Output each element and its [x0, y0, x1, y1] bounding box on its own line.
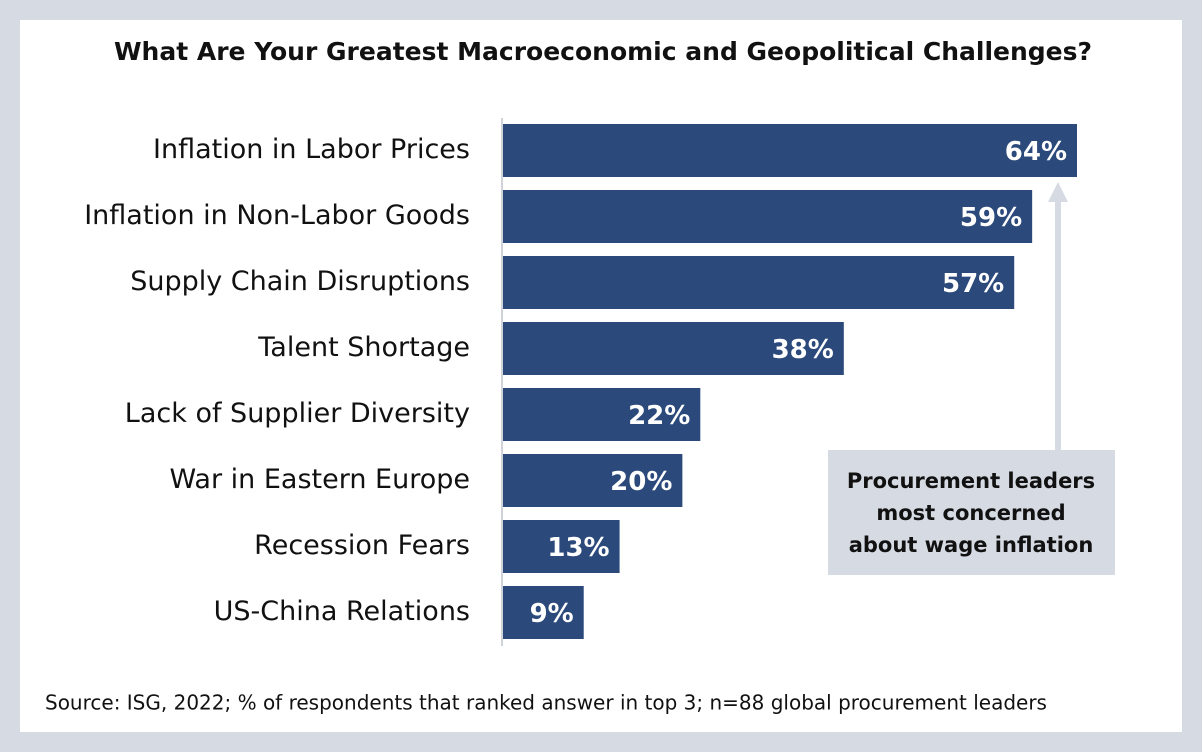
bar — [503, 454, 683, 507]
value-label: 13% — [547, 533, 609, 563]
bar — [503, 256, 1015, 309]
source-note: Source: ISG, 2022; % of respondents that… — [45, 691, 1047, 715]
category-label: US-China Relations — [214, 596, 470, 627]
category-label: Supply Chain Disruptions — [130, 266, 470, 297]
value-label: 57% — [942, 269, 1004, 299]
value-label: 38% — [772, 335, 834, 365]
category-label: Inflation in Labor Prices — [153, 134, 470, 165]
category-label: Lack of Supplier Diversity — [125, 398, 470, 429]
bar — [503, 520, 620, 573]
category-label: Inflation in Non-Labor Goods — [84, 200, 470, 231]
arrow-head — [1048, 182, 1068, 202]
value-label: 9% — [530, 599, 574, 629]
value-label: 59% — [960, 203, 1022, 233]
annotation-line: most concerned — [876, 501, 1065, 525]
category-label: Recession Fears — [254, 530, 470, 561]
bar — [503, 190, 1033, 243]
category-label: War in Eastern Europe — [169, 464, 470, 495]
category-label: Talent Shortage — [257, 332, 470, 363]
value-label: 64% — [1005, 137, 1067, 167]
value-label: 22% — [628, 401, 690, 431]
annotation-line: Procurement leaders — [847, 469, 1095, 493]
bar — [503, 388, 701, 441]
bar — [503, 322, 844, 375]
bar — [503, 124, 1077, 177]
annotation-line: about wage inflation — [849, 533, 1094, 557]
annotation-box — [828, 450, 1115, 575]
value-label: 20% — [610, 467, 672, 497]
chart-title: What Are Your Greatest Macroeconomic and… — [114, 37, 1092, 66]
bar — [503, 586, 584, 639]
